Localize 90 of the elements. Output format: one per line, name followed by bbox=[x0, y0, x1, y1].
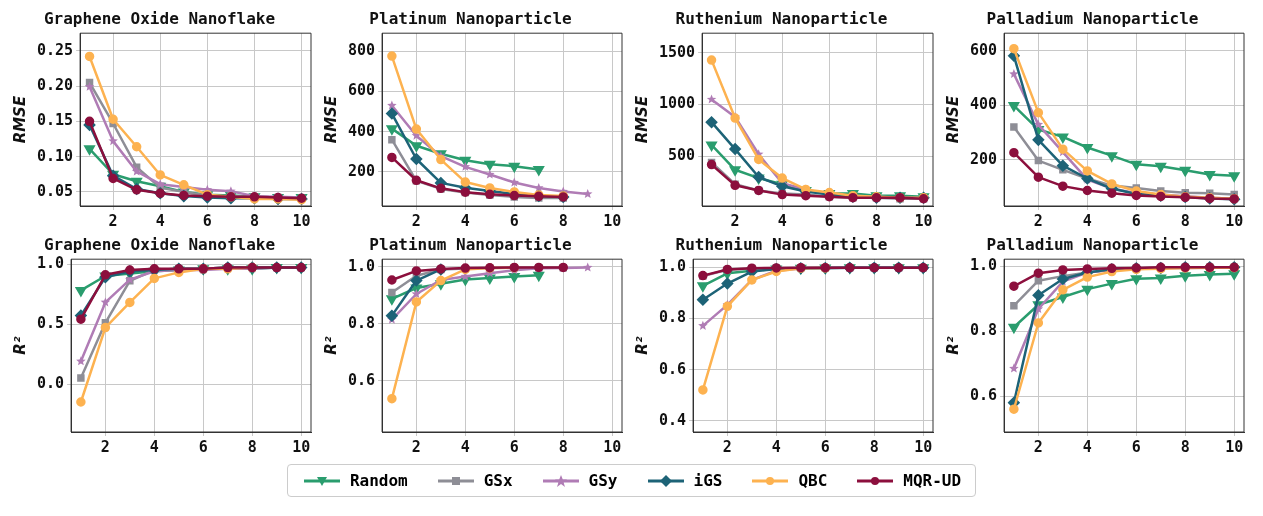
y-tick-label: 200 bbox=[970, 149, 998, 168]
y-tick-label: 400 bbox=[970, 95, 998, 114]
y-tick-label: 0.25 bbox=[37, 40, 74, 59]
x-tick-label: 10 bbox=[914, 437, 933, 456]
legend-label: GSx bbox=[483, 471, 513, 490]
chart-title: Platinum Nanoparticle bbox=[369, 8, 572, 28]
x-tick-label: 6 bbox=[509, 437, 519, 456]
y-tick-label: 0.15 bbox=[37, 111, 74, 130]
x-tick-label: 8 bbox=[871, 211, 881, 230]
y-tick-label: 600 bbox=[348, 81, 376, 100]
y-tick-label: 1500 bbox=[659, 42, 696, 61]
y-axis-title: RMSE bbox=[10, 95, 29, 144]
x-tick-label: 10 bbox=[1225, 211, 1244, 230]
y-axis-title: R² bbox=[632, 336, 651, 355]
chart-title: Platinum Nanoparticle bbox=[369, 234, 572, 254]
y-tick-label: 0.6 bbox=[348, 370, 376, 389]
chart-title: Palladium Nanoparticle bbox=[986, 234, 1199, 254]
x-tick-label: 4 bbox=[149, 437, 159, 456]
x-tick-label: 2 bbox=[100, 437, 110, 456]
x-tick-label: 2 bbox=[108, 211, 118, 230]
x-tick-label: 10 bbox=[292, 211, 311, 230]
x-tick-label: 4 bbox=[155, 211, 165, 230]
y-tick-label: 0.20 bbox=[37, 75, 74, 94]
legend-label: QBC bbox=[798, 471, 828, 490]
x-tick-label: 6 bbox=[202, 211, 212, 230]
x-tick-label: 8 bbox=[249, 211, 259, 230]
legend-label: MQR-UD bbox=[903, 471, 962, 490]
y-tick-label: 600 bbox=[970, 40, 998, 59]
x-tick-label: 10 bbox=[1225, 437, 1244, 456]
y-tick-label: 1.0 bbox=[348, 256, 376, 275]
y-tick-label: 200 bbox=[348, 161, 376, 180]
x-tick-label: 2 bbox=[411, 437, 421, 456]
x-tick-label: 4 bbox=[460, 211, 470, 230]
x-tick-label: 4 bbox=[1082, 437, 1092, 456]
chart-title: Ruthenium Nanoparticle bbox=[675, 234, 888, 254]
y-tick-label: 0.6 bbox=[659, 359, 687, 378]
x-tick-label: 2 bbox=[1033, 211, 1043, 230]
x-tick-label: 6 bbox=[198, 437, 208, 456]
x-tick-label: 8 bbox=[247, 437, 257, 456]
x-tick-label: 8 bbox=[558, 211, 568, 230]
y-axis-title: R² bbox=[321, 336, 340, 355]
legend-label: Random bbox=[349, 471, 408, 490]
y-tick-label: 500 bbox=[668, 146, 696, 165]
chart-title: Ruthenium Nanoparticle bbox=[675, 8, 888, 28]
x-tick-label: 4 bbox=[777, 211, 787, 230]
x-tick-label: 8 bbox=[1180, 211, 1190, 230]
x-tick-label: 8 bbox=[1180, 437, 1190, 456]
x-tick-label: 10 bbox=[914, 211, 933, 230]
x-tick-label: 6 bbox=[820, 437, 830, 456]
legend-label: GSy bbox=[588, 471, 618, 490]
x-tick-label: 6 bbox=[824, 211, 834, 230]
y-tick-label: 400 bbox=[348, 121, 376, 140]
y-axis-title: RMSE bbox=[321, 95, 340, 144]
x-tick-label: 4 bbox=[460, 437, 470, 456]
x-tick-label: 2 bbox=[722, 437, 732, 456]
y-tick-label: 1.0 bbox=[37, 253, 65, 272]
x-tick-label: 6 bbox=[1131, 211, 1141, 230]
y-tick-label: 0.0 bbox=[37, 373, 65, 392]
y-axis-title: R² bbox=[943, 336, 962, 355]
chart-title: Graphene Oxide Nanoflake bbox=[43, 8, 276, 28]
x-tick-label: 4 bbox=[1082, 211, 1092, 230]
x-tick-label: 4 bbox=[771, 437, 781, 456]
y-axis-title: R² bbox=[10, 336, 29, 355]
y-tick-label: 1.0 bbox=[970, 255, 998, 274]
chart-title: Palladium Nanoparticle bbox=[986, 8, 1199, 28]
x-tick-label: 8 bbox=[869, 437, 879, 456]
y-tick-label: 0.8 bbox=[348, 313, 376, 332]
y-tick-label: 800 bbox=[348, 41, 376, 60]
x-tick-label: 10 bbox=[603, 437, 622, 456]
x-tick-label: 10 bbox=[292, 437, 311, 456]
y-tick-label: 1000 bbox=[659, 94, 696, 113]
x-tick-label: 2 bbox=[730, 211, 740, 230]
x-tick-label: 6 bbox=[509, 211, 519, 230]
x-tick-label: 2 bbox=[1033, 437, 1043, 456]
x-tick-label: 6 bbox=[1131, 437, 1141, 456]
x-tick-label: 8 bbox=[558, 437, 568, 456]
y-axis-title: RMSE bbox=[632, 95, 651, 144]
y-axis-title: RMSE bbox=[943, 95, 962, 144]
chart-title: Graphene Oxide Nanoflake bbox=[43, 234, 276, 254]
y-tick-label: 0.4 bbox=[659, 410, 687, 429]
x-tick-label: 10 bbox=[603, 211, 622, 230]
y-tick-label: 0.8 bbox=[970, 321, 998, 340]
y-tick-label: 0.10 bbox=[37, 146, 74, 165]
legend-label: iGS bbox=[693, 471, 723, 490]
y-tick-label: 0.8 bbox=[659, 308, 687, 327]
y-tick-label: 1.0 bbox=[659, 257, 687, 276]
y-tick-label: 0.6 bbox=[970, 386, 998, 405]
x-tick-label: 2 bbox=[411, 211, 421, 230]
y-tick-label: 0.05 bbox=[37, 181, 74, 200]
y-tick-label: 0.5 bbox=[37, 313, 65, 332]
